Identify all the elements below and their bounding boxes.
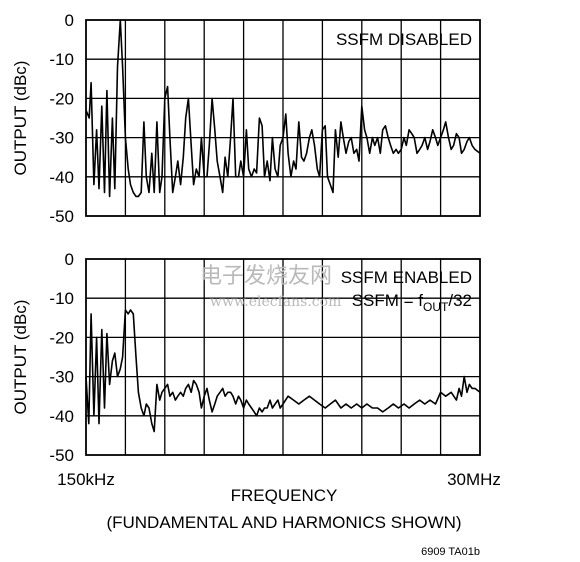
watermark-logo: 电子发烧友网 [200, 264, 332, 289]
bottom-y-tick-label: -40 [49, 407, 74, 426]
bottom-annotation-line2: SSFM = fOUT/32 [352, 291, 472, 314]
x-tick-right: 30MHz [447, 470, 501, 489]
top-series-line [85, 19, 481, 198]
x-tick-left: 150kHz [57, 470, 115, 489]
top-annotation: SSFM DISABLED [336, 30, 472, 49]
bottom-series-line [85, 309, 481, 433]
annotation-div32: /32 [448, 291, 472, 310]
bottom-y-tick-label: -50 [49, 446, 74, 465]
top-y-axis-title: OUTPUT (dBc) [11, 61, 30, 176]
bottom-y-tick-label: 0 [65, 250, 74, 269]
bottom-plot-frame [85, 258, 481, 456]
bottom-y-tick-label: -10 [49, 289, 74, 308]
top-y-tick-label: -10 [49, 50, 74, 69]
figure-code: 6909 TA01b [421, 546, 480, 558]
annotation-subscript-out: OUT [423, 300, 449, 314]
bottom-y-tick-label: -30 [49, 368, 74, 387]
chart-top: 0 -10 -20 -30 -40 -50 OUTPUT (dBc) [11, 11, 481, 226]
bottom-annotation-line1: SSFM ENABLED [341, 268, 472, 287]
annotation-ssfm-f: SSFM = f [352, 291, 424, 310]
x-axis-subtitle: (FUNDAMENTAL AND HARMONICS SHOWN) [106, 513, 461, 532]
x-axis-title: FREQUENCY [231, 486, 338, 505]
top-y-tick-label: -50 [49, 207, 74, 226]
bottom-y-tick-label: -20 [49, 328, 74, 347]
bottom-y-axis-title: OUTPUT (dBc) [11, 300, 30, 415]
top-plot-frame [85, 19, 481, 217]
chart-bottom: 0 -10 -20 -30 -40 -50 OUTPUT (dBc) [11, 250, 481, 465]
top-y-tick-label: -40 [49, 168, 74, 187]
top-y-tick-label: -20 [49, 89, 74, 108]
top-y-tick-label: 0 [65, 11, 74, 30]
watermark-url: www.elecfans.com [210, 294, 341, 310]
top-y-tick-label: -30 [49, 129, 74, 148]
